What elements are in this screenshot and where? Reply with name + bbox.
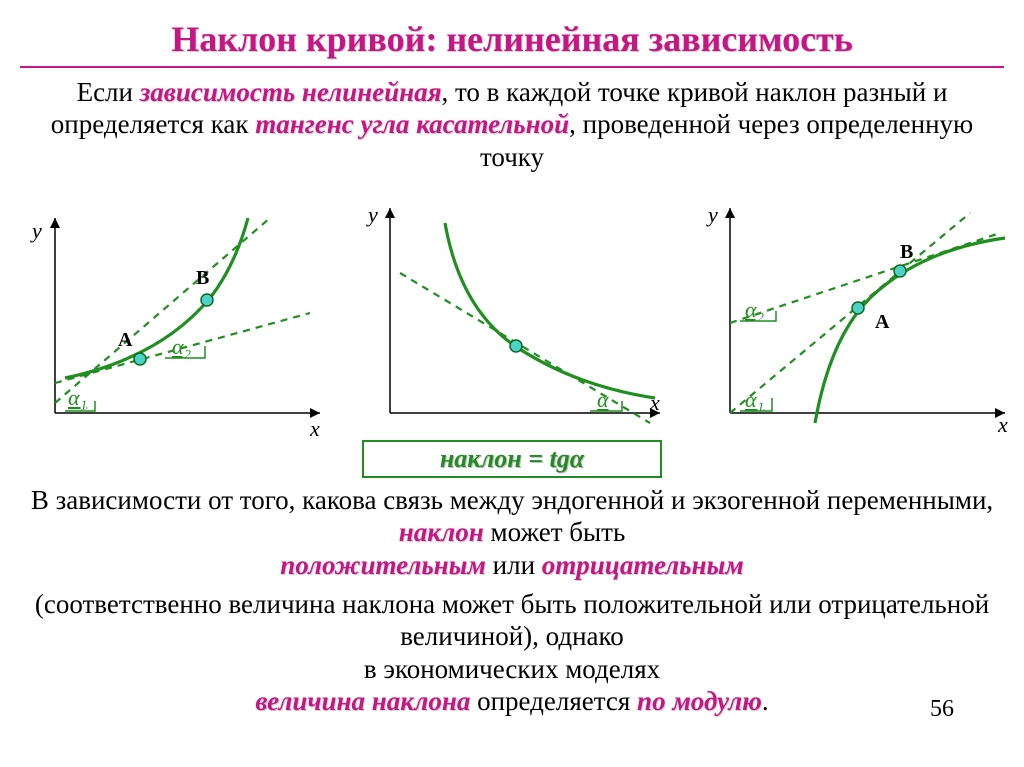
point-a-icon — [852, 302, 864, 314]
x-label: x — [309, 416, 320, 438]
chart-3: y x α₁ α₂ A B — [690, 198, 1020, 438]
p3-line-1: (соответственно величина наклона может б… — [35, 589, 989, 651]
alpha1-label: α₁ — [68, 385, 87, 410]
alpha2-label: α₂ — [745, 297, 765, 322]
point-b-icon — [201, 294, 213, 306]
point-a-icon — [134, 353, 146, 365]
chart-3-svg: y x α₁ α₂ A B — [690, 198, 1020, 438]
y-axis-arrow-icon — [50, 218, 60, 228]
y-label: y — [366, 202, 378, 227]
alpha2-label: α₂ — [172, 334, 192, 359]
p2-kw-2: положительным — [280, 550, 486, 580]
p2-kw-3: отрицательным — [542, 550, 744, 580]
tangent-a — [730, 213, 970, 413]
paragraph-1: Если зависимость нелинейная, то в каждой… — [20, 76, 1004, 173]
y-axis-arrow-icon — [385, 208, 395, 218]
p3-line-2: в экономических моделях — [364, 654, 660, 684]
chart-2-svg: y x α — [350, 198, 680, 438]
y-label: y — [706, 202, 718, 227]
title-underline — [20, 66, 1004, 68]
y-label: y — [30, 218, 42, 243]
p2-text-2: может быть — [484, 517, 626, 547]
p3-dot: . — [762, 686, 769, 716]
point-b-label: B — [900, 241, 913, 263]
p3-kw-1: величина наклона — [255, 686, 470, 716]
curve-3 — [815, 238, 1005, 423]
p1-text-1: Если — [77, 77, 140, 107]
formula-text: наклон = tgα — [440, 444, 584, 474]
point-a-label: A — [875, 311, 890, 333]
chart-1-svg: y x α₁ α₂ A B — [10, 198, 340, 438]
chart-2: y x α — [350, 198, 680, 438]
chart-1: y x α₁ α₂ A B — [10, 198, 340, 438]
x-label: x — [997, 412, 1008, 437]
p2-text-1: В зависимости от того, какова связь межд… — [31, 485, 993, 515]
p2-kw-1: наклон — [399, 517, 484, 547]
x-label: x — [649, 390, 660, 415]
p3-kw-2: по модулю — [637, 686, 762, 716]
formula-box: наклон = tgα — [362, 440, 662, 478]
paragraph-2: В зависимости от того, какова связь межд… — [20, 484, 1004, 581]
charts-row: y x α₁ α₂ A B — [0, 198, 1024, 443]
curve-2 — [445, 223, 655, 398]
y-axis-arrow-icon — [725, 208, 735, 218]
slide: Наклон кривой: нелинейная зависимость Ес… — [0, 0, 1024, 767]
alpha-label: α — [597, 387, 609, 412]
alpha1-label: α₁ — [745, 387, 764, 412]
point-b-label: B — [196, 267, 209, 289]
point-b-icon — [894, 265, 906, 277]
point-a-label: A — [118, 329, 133, 351]
paragraph-3: (соответственно величина наклона может б… — [20, 588, 1004, 718]
point-icon — [510, 340, 522, 352]
tangent — [400, 273, 650, 423]
page-title: Наклон кривой: нелинейная зависимость — [0, 18, 1024, 60]
page-number: 56 — [930, 696, 954, 723]
p2-or: или — [486, 550, 542, 580]
p1-kw-2: тангенс угла касательной — [255, 109, 569, 139]
p1-kw-1: зависимость нелинейная — [140, 77, 442, 107]
p3-text-3: определяется — [470, 686, 637, 716]
